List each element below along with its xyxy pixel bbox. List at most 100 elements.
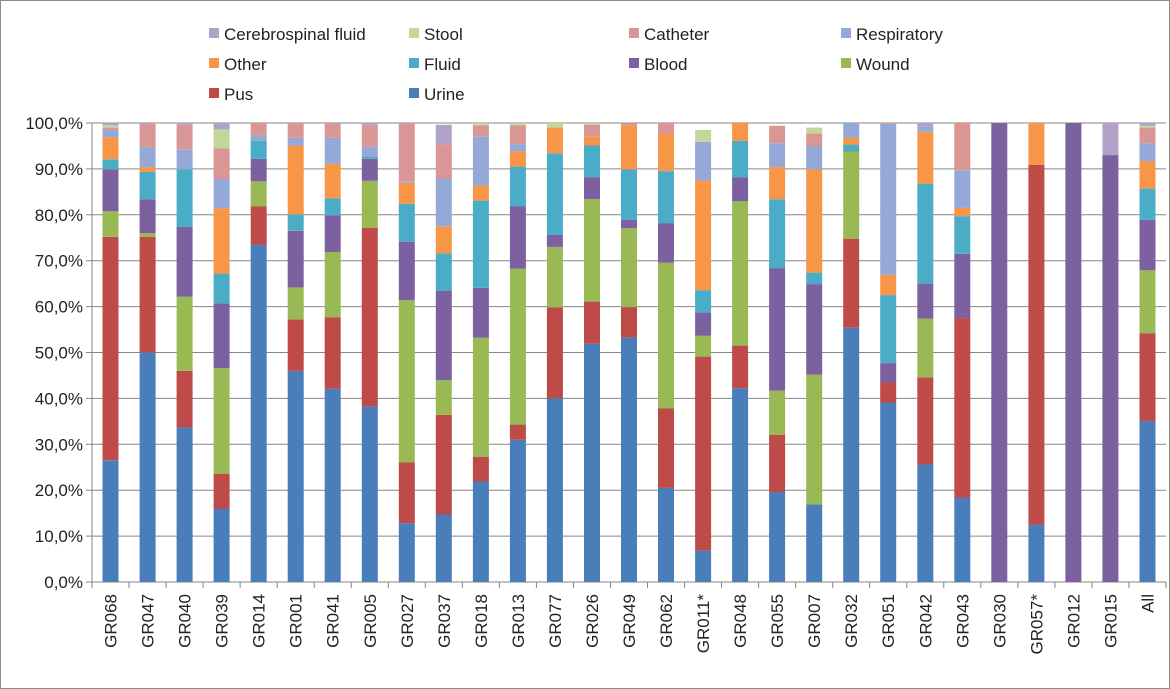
bar-gr013-fluid bbox=[509, 166, 526, 207]
bar-gr015-blood bbox=[1102, 155, 1119, 582]
bar-gr011-pus bbox=[695, 356, 712, 551]
bar-gr039-fluid bbox=[213, 273, 230, 304]
bar-gr007-urine bbox=[806, 504, 823, 582]
y-tick-label: 30,0% bbox=[35, 435, 83, 454]
bar-gr011-other bbox=[695, 180, 712, 291]
bar-gr051-catheter bbox=[880, 123, 897, 124]
x-tick-label: GR055 bbox=[768, 594, 787, 648]
bar-gr068-stool bbox=[102, 125, 119, 128]
x-tick-label: GR013 bbox=[509, 594, 528, 648]
bar-gr041-other bbox=[324, 163, 341, 199]
bar-gr048-wound bbox=[732, 201, 749, 346]
legend-label-fluid: Fluid bbox=[424, 55, 461, 74]
bar-gr030-blood bbox=[991, 123, 1008, 582]
x-tick-label: GR012 bbox=[1064, 594, 1083, 648]
bar-gr026-pus bbox=[584, 301, 600, 344]
bar-gr039-cerebrospinal-fluid bbox=[213, 123, 230, 130]
bar-gr041-pus bbox=[324, 317, 341, 389]
bar-gr049-catheter bbox=[621, 123, 637, 126]
bar-gr042-wound bbox=[917, 318, 934, 378]
bar-gr077-stool bbox=[546, 123, 563, 128]
legend: Cerebrospinal fluid Stool Catheter Respirat… bbox=[209, 25, 943, 104]
bar-gr077-pus bbox=[546, 307, 563, 399]
bar-gr007-fluid bbox=[806, 272, 823, 285]
bar-gr037-wound bbox=[435, 380, 452, 415]
bar-gr015-cerebrospinal-fluid bbox=[1102, 123, 1119, 156]
bar-all-fluid bbox=[1139, 188, 1156, 220]
bar-gr055-blood bbox=[769, 268, 786, 391]
bar-gr027-fluid bbox=[398, 203, 415, 242]
bar-all-respiratory bbox=[1139, 143, 1156, 162]
bar-gr014-urine bbox=[250, 244, 267, 582]
bar-gr027-catheter bbox=[398, 123, 415, 182]
bar-gr027-pus bbox=[398, 462, 415, 524]
bar-gr026-fluid bbox=[584, 145, 600, 178]
bar-gr005-urine bbox=[361, 406, 378, 582]
bar-gr001-pus bbox=[287, 319, 304, 371]
bar-gr026-urine bbox=[584, 343, 600, 582]
bar-gr062-fluid bbox=[658, 171, 674, 224]
legend-swatch-fluid bbox=[409, 58, 419, 68]
bar-gr077-fluid bbox=[546, 153, 563, 235]
bar-gr055-wound bbox=[769, 390, 786, 435]
bar-gr057-other bbox=[1028, 123, 1045, 165]
bar-gr005-wound bbox=[361, 180, 378, 228]
bar-gr055-other bbox=[769, 167, 786, 200]
legend-label-respiratory: Respiratory bbox=[856, 25, 943, 44]
x-tick-label: GR039 bbox=[213, 594, 232, 648]
bar-gr040-pus bbox=[176, 370, 193, 428]
x-tick-label: GR047 bbox=[139, 594, 158, 648]
bar-gr013-other bbox=[509, 151, 526, 167]
bar-gr077-other bbox=[546, 127, 563, 154]
bar-gr001-wound bbox=[287, 287, 304, 320]
bar-gr042-other bbox=[917, 131, 934, 184]
bar-gr037-respiratory bbox=[435, 178, 452, 227]
bar-gr051-pus bbox=[880, 382, 897, 403]
bars bbox=[102, 123, 1156, 582]
x-tick-label: GR042 bbox=[916, 594, 935, 648]
bar-gr048-pus bbox=[732, 345, 749, 389]
bar-gr051-respiratory bbox=[880, 123, 897, 275]
bar-gr037-blood bbox=[435, 291, 452, 380]
y-tick-label: 70,0% bbox=[35, 252, 83, 271]
bar-gr013-blood bbox=[509, 206, 526, 269]
x-tick-label: GR026 bbox=[583, 594, 602, 648]
bar-gr007-stool bbox=[806, 127, 823, 134]
bar-gr040-catheter bbox=[176, 124, 193, 150]
bar-gr068-pus bbox=[102, 236, 119, 461]
legend-label-blood: Blood bbox=[644, 55, 687, 74]
bar-gr042-respiratory bbox=[917, 126, 934, 132]
bar-gr077-urine bbox=[546, 398, 563, 582]
bar-gr012-blood bbox=[1065, 123, 1082, 582]
bar-gr026-wound bbox=[584, 199, 600, 302]
bar-gr013-pus bbox=[509, 424, 526, 440]
bar-gr005-blood bbox=[361, 158, 378, 181]
bar-gr007-catheter bbox=[806, 133, 823, 146]
y-tick-label: 100,0% bbox=[25, 114, 83, 133]
y-tick-label: 10,0% bbox=[35, 527, 83, 546]
bar-gr077-wound bbox=[546, 246, 563, 308]
bar-gr007-blood bbox=[806, 284, 823, 375]
legend-swatch-cerebrospinal-fluid bbox=[209, 28, 219, 38]
bar-gr001-urine bbox=[287, 370, 304, 582]
bar-gr055-pus bbox=[769, 434, 786, 493]
bar-gr013-respiratory bbox=[509, 144, 526, 152]
bar-gr032-wound bbox=[843, 151, 860, 239]
bar-gr039-stool bbox=[213, 129, 230, 149]
bar-gr040-blood bbox=[176, 226, 193, 297]
legend-swatch-catheter bbox=[629, 28, 639, 38]
x-tick-label: GR043 bbox=[953, 594, 972, 648]
x-tick-label: GR057* bbox=[1027, 594, 1046, 655]
bar-gr001-other bbox=[287, 145, 304, 215]
bar-gr011-blood bbox=[695, 312, 712, 336]
x-tick-label: GR001 bbox=[287, 594, 306, 648]
bar-gr001-respiratory bbox=[287, 137, 304, 146]
x-tick-label: GR041 bbox=[324, 594, 343, 648]
bar-gr048-fluid bbox=[732, 140, 749, 178]
y-tick-label: 50,0% bbox=[35, 344, 83, 363]
bar-gr051-blood bbox=[880, 363, 897, 383]
bar-gr047-respiratory bbox=[139, 146, 156, 168]
x-tick-label: GR062 bbox=[657, 594, 676, 648]
x-tick-label: GR014 bbox=[250, 594, 269, 648]
bar-gr048-other bbox=[732, 123, 749, 141]
